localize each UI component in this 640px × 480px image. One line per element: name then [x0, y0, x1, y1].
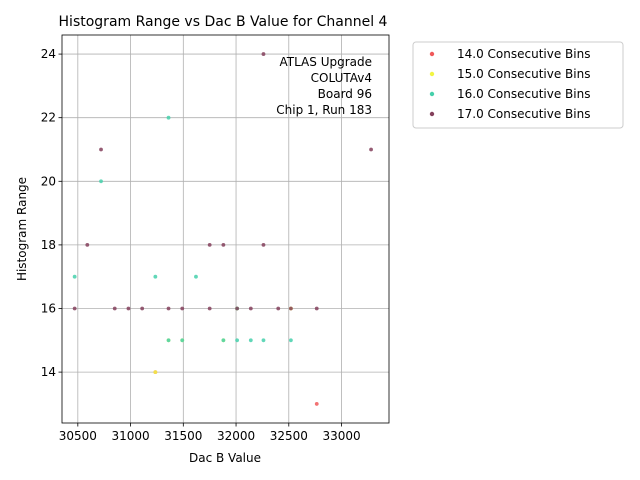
data-point [99, 147, 103, 152]
plot-area [61, 34, 390, 424]
data-point [99, 179, 103, 184]
legend-label: 17.0 Consecutive Bins [457, 107, 590, 121]
data-point [289, 338, 293, 343]
data-point [235, 306, 240, 311]
data-point [180, 338, 185, 343]
annotation-line: COLUTAv4 [311, 71, 372, 85]
data-point [72, 306, 77, 311]
annotation-line: Board 96 [318, 87, 372, 101]
data-point [248, 338, 253, 343]
chart-title: Histogram Range vs Dac B Value for Chann… [59, 14, 388, 30]
legend-marker [429, 71, 435, 77]
x-tick-label: 30500 [59, 429, 97, 443]
data-point [194, 274, 198, 279]
data-point [153, 370, 158, 375]
annotation-line: ATLAS Upgrade [279, 55, 372, 69]
x-tick-label: 32500 [270, 429, 308, 443]
y-tick-label: 18 [41, 238, 56, 252]
legend-label: 15.0 Consecutive Bins [457, 67, 590, 81]
data-point [166, 306, 171, 311]
data-point [207, 243, 212, 247]
data-point [314, 306, 319, 311]
data-point [261, 52, 266, 56]
data-point [261, 243, 266, 247]
data-point [314, 402, 319, 406]
data-point [153, 274, 158, 279]
data-point [261, 338, 266, 343]
data-point [221, 338, 226, 343]
legend-marker [429, 51, 435, 57]
y-tick-label: 14 [41, 365, 56, 379]
y-tick-label: 16 [41, 302, 56, 316]
data-point [276, 306, 281, 311]
data-point [180, 306, 185, 311]
data-point [72, 274, 77, 279]
data-point [85, 243, 90, 247]
data-point [166, 115, 171, 120]
y-tick-label: 22 [41, 111, 56, 125]
x-tick-label: 32000 [217, 429, 255, 443]
legend-label: 16.0 Consecutive Bins [457, 87, 590, 101]
x-axis-ticks: 30500 31000 31500 32000 32500 33000 [59, 423, 361, 443]
legend-frame [412, 41, 624, 129]
chart-annotation: ATLAS Upgrade COLUTAv4 Board 96 Chip 1, Run… [276, 55, 372, 117]
legend-marker [429, 91, 435, 97]
y-tick-label: 24 [41, 47, 56, 61]
data-point [166, 338, 171, 343]
data-point [221, 243, 226, 247]
legend-marker [429, 111, 435, 117]
data-point [289, 306, 293, 311]
x-tick-label: 33000 [322, 429, 360, 443]
legend-label: 14.0 Consecutive Bins [457, 47, 590, 61]
y-tick-label: 20 [41, 174, 56, 188]
data-point [207, 306, 212, 311]
x-tick-label: 31500 [164, 429, 202, 443]
data-point [112, 306, 117, 311]
legend: 14.0 Consecutive Bins 15.0 Consecutive Bi… [412, 41, 624, 129]
x-axis-label: Dac B Value [189, 451, 261, 465]
y-axis-label: Histogram Range [15, 177, 29, 281]
data-point [126, 306, 131, 311]
data-point [235, 338, 240, 343]
x-tick-label: 31000 [111, 429, 149, 443]
data-point [140, 306, 145, 311]
data-points [72, 52, 373, 406]
y-axis-ticks: 14 16 18 20 22 24 [41, 47, 62, 379]
annotation-line: Chip 1, Run 183 [276, 103, 372, 117]
data-point [248, 306, 253, 311]
data-point [369, 147, 373, 152]
